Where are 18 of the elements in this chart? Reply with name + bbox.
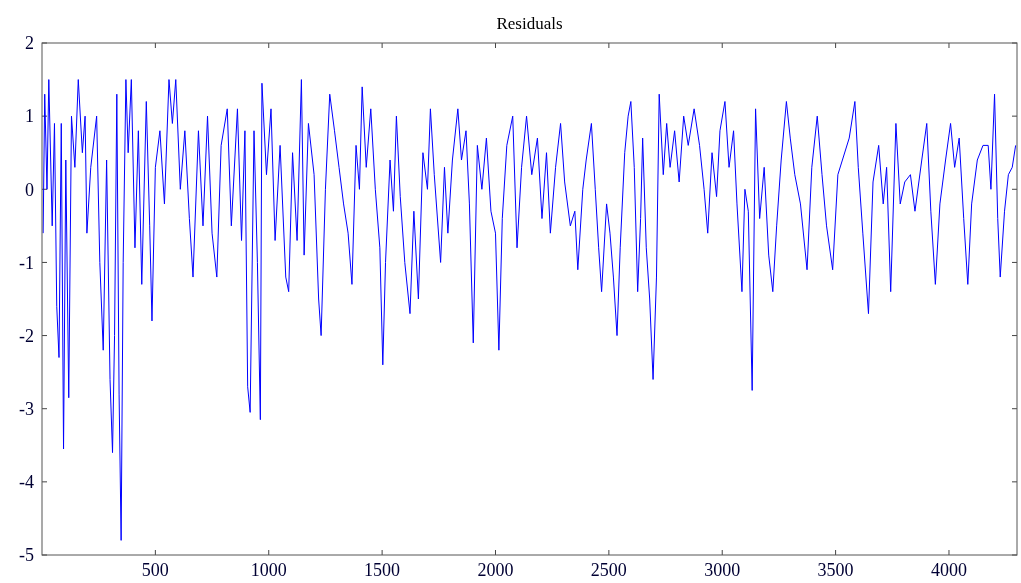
y-tick-label: 0 [25, 179, 34, 200]
x-tick-label: 2000 [477, 560, 514, 580]
x-tick-label: 1500 [364, 560, 401, 580]
y-tick-label: -1 [19, 252, 34, 273]
x-tick-label: 3000 [704, 560, 741, 580]
y-tick-label: 1 [25, 106, 34, 127]
x-tick-label: 1000 [250, 560, 287, 580]
x-tick-label: 3500 [817, 560, 854, 580]
x-tick-label: 500 [141, 560, 169, 580]
y-tick-label: -4 [19, 472, 34, 493]
chart-title: Residuals [496, 14, 563, 33]
x-tick-label: 4000 [930, 560, 967, 580]
y-tick-label: -5 [19, 545, 34, 566]
y-tick-label: -2 [19, 325, 34, 346]
y-tick-label: 2 [25, 33, 34, 54]
line-series [42, 79, 1017, 541]
y-tick-label: -3 [19, 399, 34, 420]
x-tick-label: 2500 [590, 560, 627, 580]
